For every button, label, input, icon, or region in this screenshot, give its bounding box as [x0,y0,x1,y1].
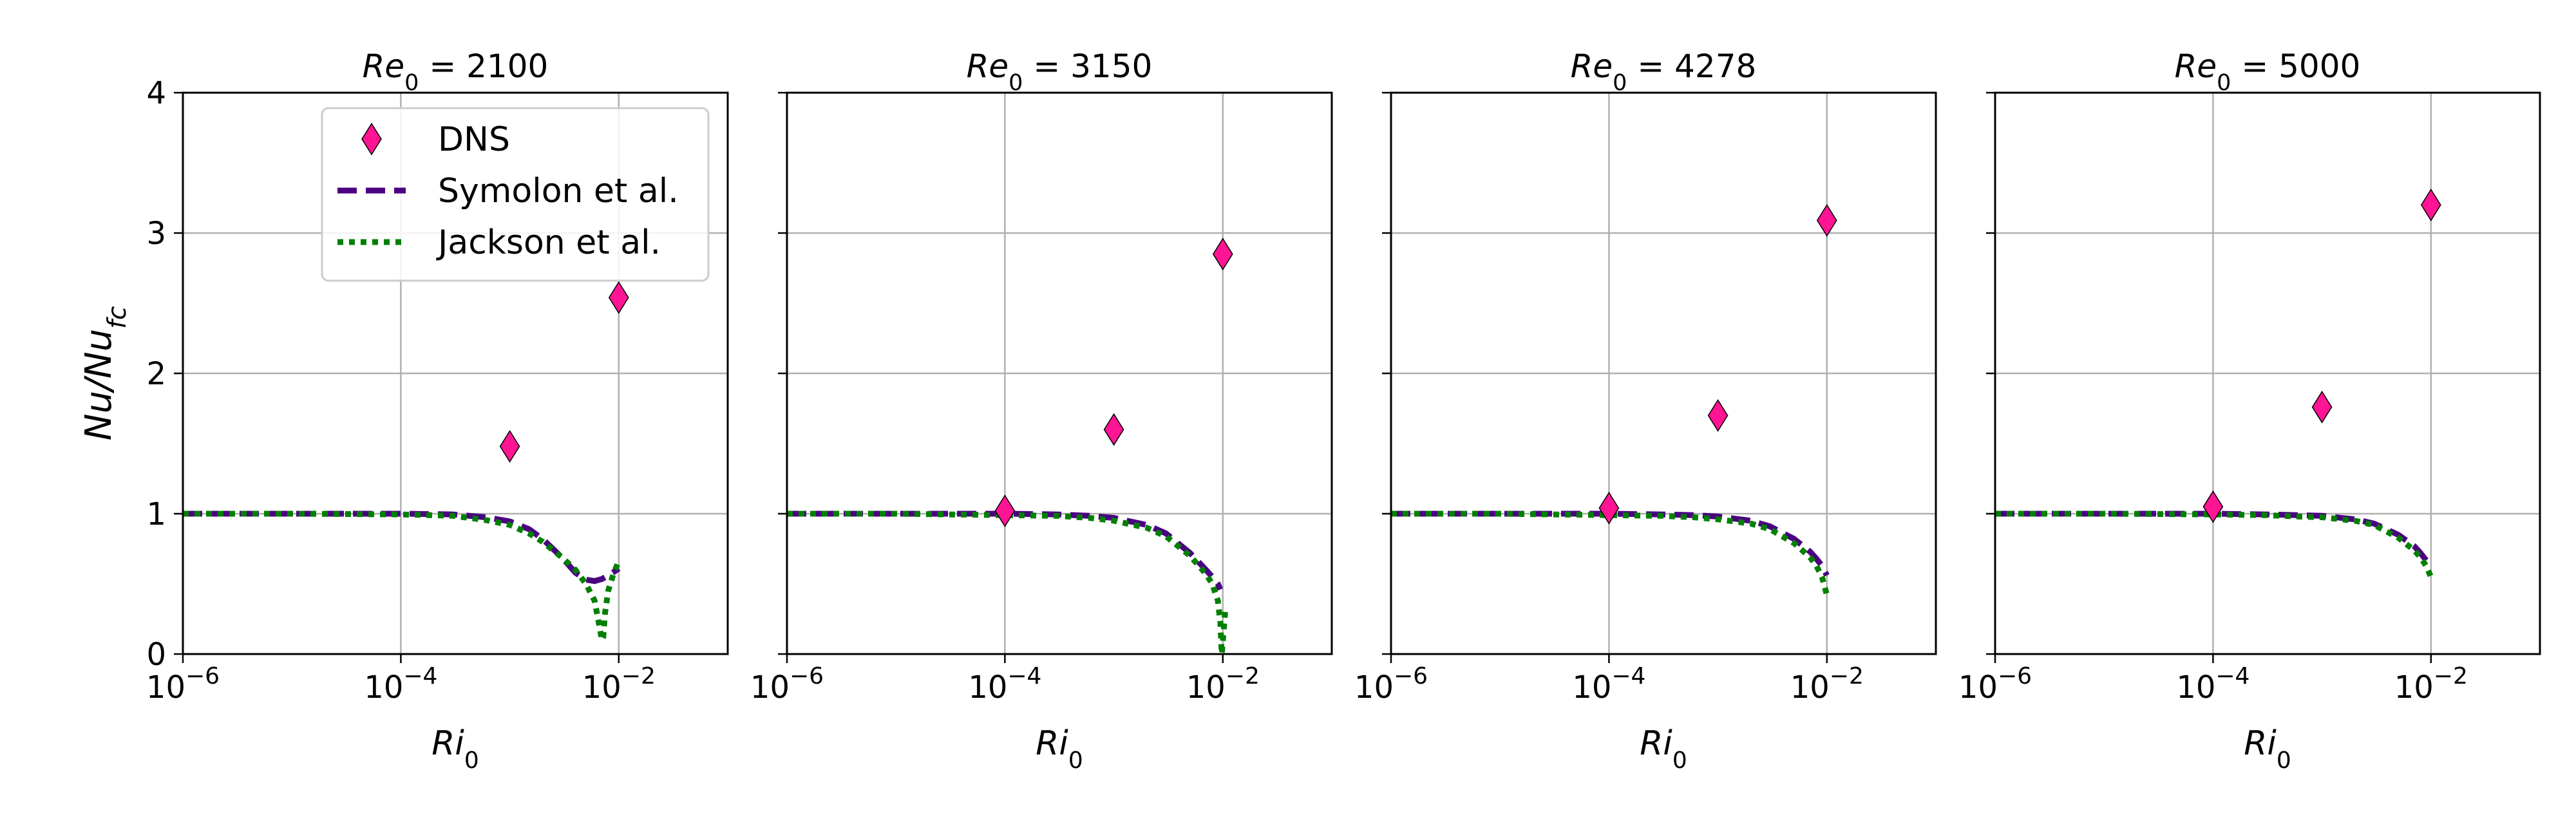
legend-label: DNS [438,120,510,159]
x-tick-label: 10−6 [750,663,824,706]
y-tick-label: 4 [146,75,166,111]
y-ticks [1382,91,1391,655]
y-tick-label: 3 [146,216,166,252]
panel-4: 10−6 10−4 10−2 Re0 = 5000 Ri0 [1958,48,2541,774]
dns-point [608,281,629,314]
y-tick-label: 2 [146,356,166,392]
x-axis-label: Ri0 [1036,724,1083,774]
legend-label: Symolon et al. [438,172,679,211]
panel-title: Re0 = 4278 [1571,48,1757,96]
x-ticks: 10−6 10−4 10−2 [146,654,656,706]
panel-title: Re0 = 3150 [967,48,1153,96]
x-ticks: 10−6 10−4 10−2 [1354,654,1864,706]
legend-marker-dns [361,122,382,156]
series-jackson-line [183,510,621,650]
dns-point [1816,203,1837,237]
x-tick-label: 10−4 [364,663,437,706]
series-symolon-line [1391,510,1830,577]
y-ticks: 0 1 2 3 4 [146,75,183,673]
x-axis-label: Ri0 [2244,724,2291,774]
x-tick-label: 10−6 [1354,663,1428,706]
panel-3: 10−6 10−4 10−2 Re0 = 4278 Ri0 [1354,48,1937,774]
x-tick-label: 10−4 [1572,663,1645,706]
dns-point [2311,390,2333,424]
x-ticks: 10−6 10−4 10−2 [750,654,1260,706]
legend: DNS Symolon et al. Jackson et al. [321,107,710,282]
panel-title: Re0 = 5000 [2175,48,2361,96]
series-jackson-line [787,510,1228,655]
legend-box [321,107,710,282]
x-axis-label: Ri0 [431,724,478,774]
series-jackson-line [1995,510,2434,578]
dns-point [2202,490,2224,523]
x-axis-label: Ri0 [1640,724,1687,774]
dns-point [1212,238,1233,271]
dns-point [1707,398,1728,432]
x-ticks: 10−6 10−4 10−2 [1958,654,2468,706]
y-ticks [778,91,787,655]
y-tick-label: 0 [146,637,166,673]
dns-point [499,429,520,463]
y-axis-label: Nu/Nufc [78,306,132,441]
x-tick-label: 10−2 [1790,663,1864,706]
dns-point [2420,188,2441,221]
series-jackson-line [1391,510,1830,596]
x-tick-label: 10−4 [2176,663,2249,706]
x-tick-label: 10−2 [2394,663,2468,706]
dns-point [1598,491,1620,525]
x-tick-label: 10−6 [1958,663,2032,706]
panel-title: Re0 = 2100 [363,48,549,96]
dns-point [1103,413,1124,446]
panel-2: 10−6 10−4 10−2 Re0 = 3150 Ri0 [750,48,1333,774]
x-tick-label: 10−4 [968,663,1041,706]
x-tick-label: 10−2 [582,663,656,706]
x-tick-label: 10−2 [1186,663,1260,706]
legend-label: Jackson et al. [436,223,661,262]
y-tick-label: 1 [146,496,166,532]
grid [1994,91,2540,655]
y-ticks [1986,91,1995,655]
grid [786,91,1332,655]
panel-1: 0 1 2 3 4 10−6 10−4 10−2 Re0 = 2100 Ri0 [146,48,729,774]
grid [1390,91,1936,655]
x-tick-label: 10−6 [146,663,220,706]
dns-point [994,494,1016,528]
